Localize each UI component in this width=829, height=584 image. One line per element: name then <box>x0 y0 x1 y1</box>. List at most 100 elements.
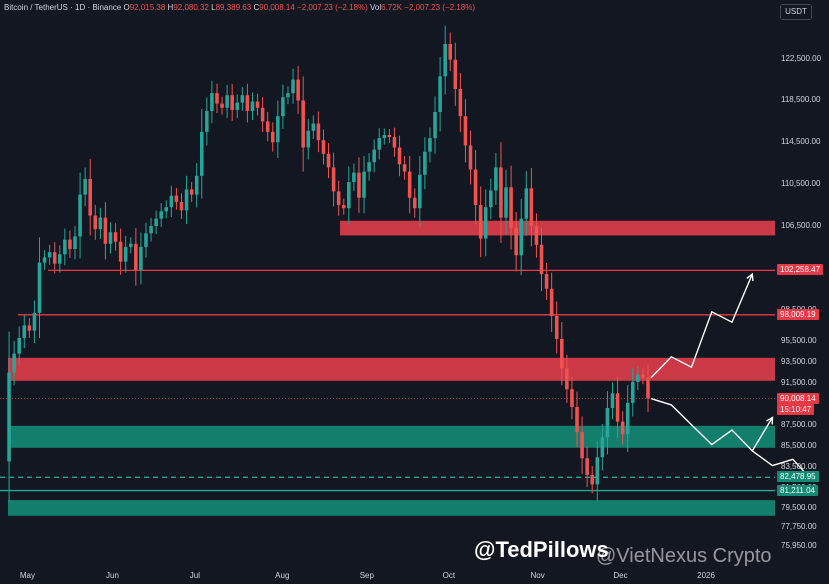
candle-body <box>514 228 518 256</box>
candle-body <box>453 59 458 89</box>
candle-body <box>316 123 321 141</box>
candle-body <box>341 205 346 209</box>
candle-body <box>519 218 524 256</box>
candle-body <box>549 288 554 316</box>
candle-body <box>134 243 138 270</box>
candle-body <box>631 381 635 403</box>
candle-body <box>276 116 280 143</box>
candle-body <box>585 458 589 475</box>
candle-body <box>220 103 224 108</box>
candle-body <box>438 76 442 112</box>
y-tick-label: 83,500.00 <box>781 461 817 471</box>
candle-body <box>352 172 356 183</box>
y-tick-label: 93,500.00 <box>781 357 817 366</box>
y-tick-label: 122,500.00 <box>781 53 822 63</box>
candle-body <box>347 182 351 209</box>
y-tick-label: 118,500.00 <box>781 95 821 105</box>
candle-body <box>362 171 366 198</box>
candle-body <box>504 187 508 218</box>
candle-body <box>534 226 539 245</box>
candle-body <box>412 197 417 209</box>
candle-body <box>215 93 219 104</box>
candle-body <box>250 101 255 111</box>
x-tick-label: Aug <box>275 571 290 580</box>
candle-body <box>189 189 194 195</box>
symbol-header: Bitcoin / TetherUS · 1D · Binance O92,01… <box>4 3 475 12</box>
low-value: 89,389.63 <box>215 3 252 12</box>
price-tag: 81,211.04 <box>777 484 818 496</box>
candle-body <box>22 325 27 338</box>
candle-body <box>570 389 574 407</box>
candle-body <box>463 116 468 146</box>
candle-body <box>7 372 11 462</box>
candle-body <box>139 246 143 270</box>
resistance-zone-upper <box>340 220 775 236</box>
candle-body <box>179 201 184 211</box>
symbol-title: Bitcoin / TetherUS · 1D · Binance <box>4 3 122 12</box>
candle-body <box>103 217 108 244</box>
low-label: L <box>211 3 216 12</box>
close-value: 90,008.14 <box>259 3 295 12</box>
bearish-path-a-arrowhead <box>766 416 774 425</box>
y-tick-label: 95,500.00 <box>781 336 817 346</box>
candle-body <box>73 236 77 250</box>
high-value: 92,080.32 <box>173 3 209 12</box>
candle-body <box>113 232 118 242</box>
candle-body <box>52 252 57 264</box>
y-tick-label: 79,500.00 <box>781 503 817 513</box>
close-label: C <box>253 3 260 12</box>
candle-body <box>489 190 493 208</box>
candle-body <box>560 338 564 369</box>
support-zone-lower <box>8 500 775 516</box>
candle-body <box>194 175 199 195</box>
price-tag: 102,258.47 <box>777 264 824 276</box>
candle-body <box>646 377 650 399</box>
y-tick-label: 77,750.00 <box>781 521 817 531</box>
candle-body <box>620 421 625 435</box>
y-tick-label: 110,500.00 <box>781 179 821 189</box>
candle-body <box>128 243 133 247</box>
candle-body <box>590 474 594 485</box>
candle-body <box>210 93 214 111</box>
candle-body <box>580 432 584 459</box>
x-tick-label: Jul <box>189 571 201 580</box>
x-tick-label: Nov <box>530 571 545 580</box>
candle-body <box>357 172 361 198</box>
candle-body <box>169 195 174 208</box>
currency-button[interactable]: USDT <box>780 4 812 20</box>
candle-body <box>184 189 189 211</box>
x-tick-label: Dec <box>613 571 628 580</box>
candle-body <box>377 138 382 150</box>
candle-body <box>524 188 529 219</box>
candle-body <box>58 254 62 264</box>
candle-body <box>448 43 453 60</box>
bullish-path <box>650 273 753 379</box>
price-tag: 98,009.19 <box>777 308 819 320</box>
candle-body <box>32 312 37 331</box>
y-tick-label: 75,950.00 <box>781 540 817 550</box>
candle-body <box>63 239 67 255</box>
candle-body <box>47 252 52 258</box>
candle-body <box>595 457 600 485</box>
candle-body <box>108 232 113 244</box>
candle-body <box>265 121 270 132</box>
candle-body <box>98 217 103 230</box>
candle-body <box>473 169 478 206</box>
candle-body <box>575 406 579 433</box>
candle-body <box>255 101 260 108</box>
candle-body <box>483 207 488 239</box>
candle-body <box>423 151 427 175</box>
x-tick-label: May <box>19 571 35 580</box>
candle-body <box>17 337 21 354</box>
candle-body <box>336 191 341 206</box>
candle-body <box>407 171 412 198</box>
candle-body <box>636 374 640 382</box>
candle-body <box>154 218 158 226</box>
candle-body <box>306 130 311 148</box>
open-label: O <box>123 3 130 12</box>
candle-body <box>443 43 447 77</box>
candle-body <box>68 239 72 250</box>
candle-body <box>544 274 549 289</box>
candle-body <box>367 162 371 172</box>
